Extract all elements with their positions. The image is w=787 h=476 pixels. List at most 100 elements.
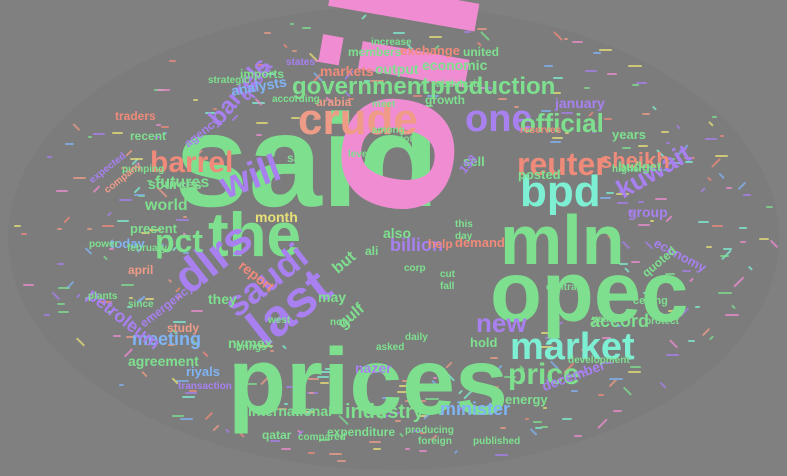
cloud-word: contract xyxy=(546,282,586,293)
texture-stroke xyxy=(269,440,280,443)
texture-stroke xyxy=(670,158,676,161)
texture-stroke xyxy=(687,339,695,342)
cloud-word: recent xyxy=(130,129,167,143)
texture-stroke xyxy=(163,132,168,135)
texture-stroke xyxy=(637,224,650,227)
cloud-word: industry xyxy=(345,401,424,423)
texture-stroke xyxy=(87,228,93,231)
texture-stroke xyxy=(711,224,723,227)
texture-stroke xyxy=(208,169,218,171)
cloud-word: april xyxy=(128,263,154,277)
cloud-word: corp xyxy=(404,263,426,274)
texture-stroke xyxy=(404,399,412,402)
texture-stroke xyxy=(319,381,329,384)
cloud-word: the xyxy=(208,201,301,270)
texture-stroke xyxy=(85,296,93,299)
texture-stroke xyxy=(599,48,612,51)
texture-stroke xyxy=(363,46,370,49)
texture-stroke xyxy=(558,322,564,325)
texture-stroke xyxy=(479,86,485,89)
texture-stroke xyxy=(655,197,668,200)
texture-stroke xyxy=(435,71,443,73)
cloud-word: month xyxy=(255,209,298,225)
cloud-word: asked xyxy=(376,342,405,353)
cloud-word: abdulaziz xyxy=(436,79,482,90)
texture-stroke xyxy=(602,337,611,340)
texture-stroke xyxy=(617,201,628,204)
cloud-word: day xyxy=(455,231,473,242)
texture-stroke xyxy=(259,344,274,347)
texture-stroke xyxy=(188,168,203,171)
cloud-word: bpd xyxy=(520,167,601,216)
cloud-word: demand xyxy=(455,235,505,250)
cloud-word: government xyxy=(292,73,430,100)
texture-stroke xyxy=(675,161,680,164)
texture-stroke xyxy=(291,49,297,52)
cloud-word: brings xyxy=(236,342,267,353)
cloud-word: plants xyxy=(88,291,118,302)
cloud-word: since xyxy=(128,299,154,310)
cloud-word: pumping xyxy=(122,164,165,175)
texture-stroke xyxy=(622,146,631,149)
texture-stroke xyxy=(604,118,613,121)
texture-stroke xyxy=(439,412,444,415)
texture-stroke xyxy=(705,137,718,140)
cloud-word: meeting xyxy=(132,329,202,349)
texture-stroke xyxy=(490,357,499,360)
texture-stroke xyxy=(370,80,384,83)
texture-stroke xyxy=(425,105,433,108)
texture-stroke xyxy=(513,106,519,109)
texture-stroke xyxy=(606,73,618,75)
texture-stroke xyxy=(548,370,553,373)
texture-stroke xyxy=(477,27,487,30)
texture-stroke xyxy=(552,137,563,140)
cloud-word: levels xyxy=(348,149,376,160)
texture-stroke xyxy=(682,270,691,273)
cloud-word: economic xyxy=(422,57,488,73)
texture-stroke xyxy=(308,377,319,380)
texture-stroke xyxy=(661,131,670,134)
texture-stroke xyxy=(698,221,709,224)
texture-stroke xyxy=(628,370,642,373)
texture-stroke xyxy=(430,55,436,58)
texture-stroke xyxy=(667,161,682,164)
cloud-word: group xyxy=(628,204,668,220)
cloud-word: strategic xyxy=(208,75,250,86)
texture-stroke xyxy=(388,412,403,414)
texture-stroke xyxy=(188,389,198,392)
texture-stroke xyxy=(663,169,672,172)
texture-stroke xyxy=(295,367,301,370)
texture-stroke xyxy=(397,390,408,393)
texture-stroke xyxy=(630,260,640,263)
texture-stroke xyxy=(269,382,274,385)
texture-stroke xyxy=(573,434,583,437)
texture-stroke xyxy=(113,335,122,337)
texture-stroke xyxy=(720,135,725,137)
cloud-word: says xyxy=(287,151,314,165)
texture-stroke xyxy=(171,415,185,418)
texture-stroke xyxy=(725,314,740,317)
cloud-word: production xyxy=(430,73,556,100)
texture-stroke xyxy=(117,219,129,222)
texture-stroke xyxy=(649,219,654,222)
cloud-word: united xyxy=(463,45,499,59)
cloud-word: transaction xyxy=(178,381,232,392)
cloud-word: hold xyxy=(470,335,498,350)
texture-stroke xyxy=(161,125,170,128)
texture-stroke xyxy=(369,440,381,443)
texture-stroke xyxy=(612,409,622,412)
texture-stroke xyxy=(183,251,190,254)
texture-stroke xyxy=(118,383,124,386)
texture-stroke xyxy=(281,447,292,450)
texture-stroke xyxy=(418,450,428,452)
texture-stroke xyxy=(269,349,274,352)
cloud-word: foreign xyxy=(418,436,452,447)
cloud-word: they xyxy=(208,291,237,307)
texture-stroke xyxy=(57,303,66,305)
texture-stroke xyxy=(153,135,160,138)
texture-stroke xyxy=(120,167,126,170)
texture-stroke xyxy=(347,98,355,101)
cloud-word: riyals xyxy=(186,364,220,379)
cloud-word: expenditure xyxy=(327,425,396,439)
texture-stroke xyxy=(168,343,176,346)
